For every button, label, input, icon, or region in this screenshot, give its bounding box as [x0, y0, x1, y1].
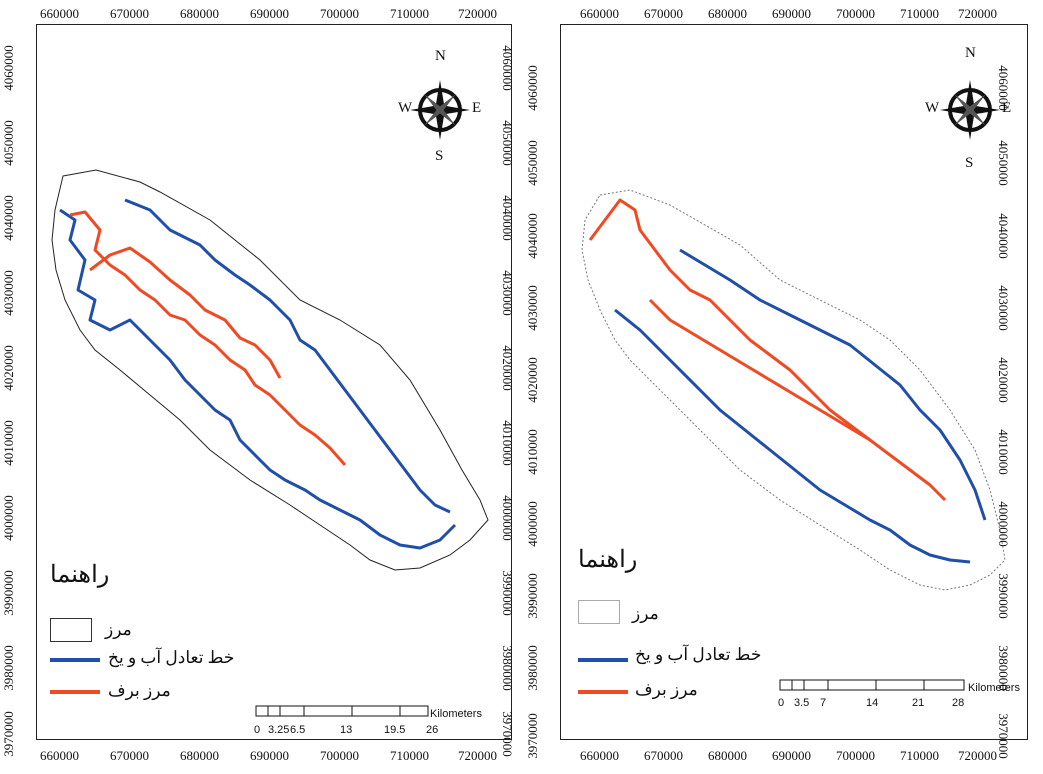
x-tick-bottom: 720000 — [958, 748, 997, 763]
x-tick-top: 720000 — [458, 6, 497, 21]
legend-boundary-swatch — [578, 600, 620, 624]
ela-line — [59, 208, 457, 550]
map-frame-left — [36, 24, 512, 740]
scale-unit: Kilometers — [430, 708, 482, 720]
compass-east: E — [1002, 100, 1012, 116]
legend-title: راهنما — [578, 547, 638, 573]
legend-boundary-label: مرز — [105, 620, 132, 639]
x-tick-top: 720000 — [958, 6, 997, 21]
compass-north: N — [965, 45, 976, 61]
x-tick-bottom: 720000 — [458, 748, 497, 763]
scale-bar — [779, 679, 965, 691]
x-tick-bottom: 660000 — [40, 748, 79, 763]
scale-unit: Kilometers — [968, 682, 1020, 694]
x-tick-top: 680000 — [708, 6, 747, 21]
x-tick-bottom: 690000 — [250, 748, 289, 763]
x-tick-top: 670000 — [110, 6, 149, 21]
compass-west: W — [925, 100, 940, 116]
scale-tick: 3.25 — [268, 724, 290, 736]
legend-ela-label: خط تعادل آب و یخ — [635, 645, 762, 664]
scale-tick: 26 — [426, 724, 439, 736]
compass-north: N — [435, 48, 446, 64]
x-tick-top: 710000 — [900, 6, 939, 21]
snow-line — [588, 198, 947, 502]
legend-boundary-swatch — [50, 618, 92, 642]
scale-bar — [255, 705, 429, 717]
x-tick-top: 710000 — [390, 6, 429, 21]
x-tick-bottom: 660000 — [580, 748, 619, 763]
snow-line — [648, 298, 871, 442]
legend-snow-swatch — [50, 690, 100, 694]
scale-tick: 19.5 — [384, 724, 406, 736]
x-tick-top: 700000 — [836, 6, 875, 21]
legend-ela-label: خط تعادل آب و یخ — [108, 648, 235, 667]
map-panel-right: 660000 670000 680000 690000 700000 71000… — [520, 0, 1043, 774]
compass-south: S — [435, 148, 444, 164]
scale-tick: 7 — [820, 697, 827, 709]
study-area-boundary — [51, 169, 489, 571]
ela-line — [679, 248, 987, 521]
x-tick-bottom: 690000 — [772, 748, 811, 763]
x-tick-bottom: 680000 — [180, 748, 219, 763]
x-tick-bottom: 710000 — [390, 748, 429, 763]
x-tick-top: 680000 — [180, 6, 219, 21]
x-tick-top: 660000 — [580, 6, 619, 21]
compass-rose-icon — [940, 80, 1000, 140]
scale-tick: 14 — [866, 697, 879, 709]
legend-ela-swatch — [578, 658, 628, 662]
x-tick-top: 660000 — [40, 6, 79, 21]
scale-tick: 0 — [254, 724, 261, 736]
legend-snow-label: مرز برف — [108, 681, 171, 700]
ela-line — [124, 198, 451, 514]
ela-line — [614, 308, 971, 564]
legend-snow-swatch — [578, 690, 628, 694]
map-area-right — [581, 189, 1006, 591]
x-tick-top: 670000 — [644, 6, 683, 21]
x-tick-bottom: 670000 — [644, 748, 683, 763]
map-area-left — [51, 169, 489, 571]
compass-west: W — [398, 100, 413, 116]
x-tick-top: 690000 — [772, 6, 811, 21]
snow-line — [69, 210, 347, 466]
x-tick-bottom: 710000 — [900, 748, 939, 763]
scale-tick: 3.5 — [794, 697, 810, 709]
x-tick-bottom: 670000 — [110, 748, 149, 763]
scale-tick: 28 — [952, 697, 965, 709]
x-tick-top: 700000 — [320, 6, 359, 21]
legend-boundary-label: مرز — [632, 604, 659, 623]
scale-tick: 6.5 — [290, 724, 306, 736]
legend-title: راهنما — [50, 562, 110, 588]
map-frame-right — [560, 24, 1028, 740]
x-tick-bottom: 680000 — [708, 748, 747, 763]
scale-tick: 13 — [340, 724, 353, 736]
x-tick-top: 690000 — [250, 6, 289, 21]
compass-south: S — [965, 155, 974, 171]
x-tick-bottom: 700000 — [320, 748, 359, 763]
scale-tick: 21 — [912, 697, 925, 709]
study-area-boundary — [581, 189, 1006, 591]
scale-tick: 0 — [778, 697, 785, 709]
compass-east: E — [472, 100, 482, 116]
legend-ela-swatch — [50, 658, 100, 662]
snow-line — [89, 246, 282, 379]
map-panel-left: 660000 670000 680000 690000 700000 71000… — [0, 0, 520, 774]
legend-snow-label: مرز برف — [635, 680, 698, 699]
compass-rose-icon — [410, 80, 470, 140]
x-tick-bottom: 700000 — [836, 748, 875, 763]
